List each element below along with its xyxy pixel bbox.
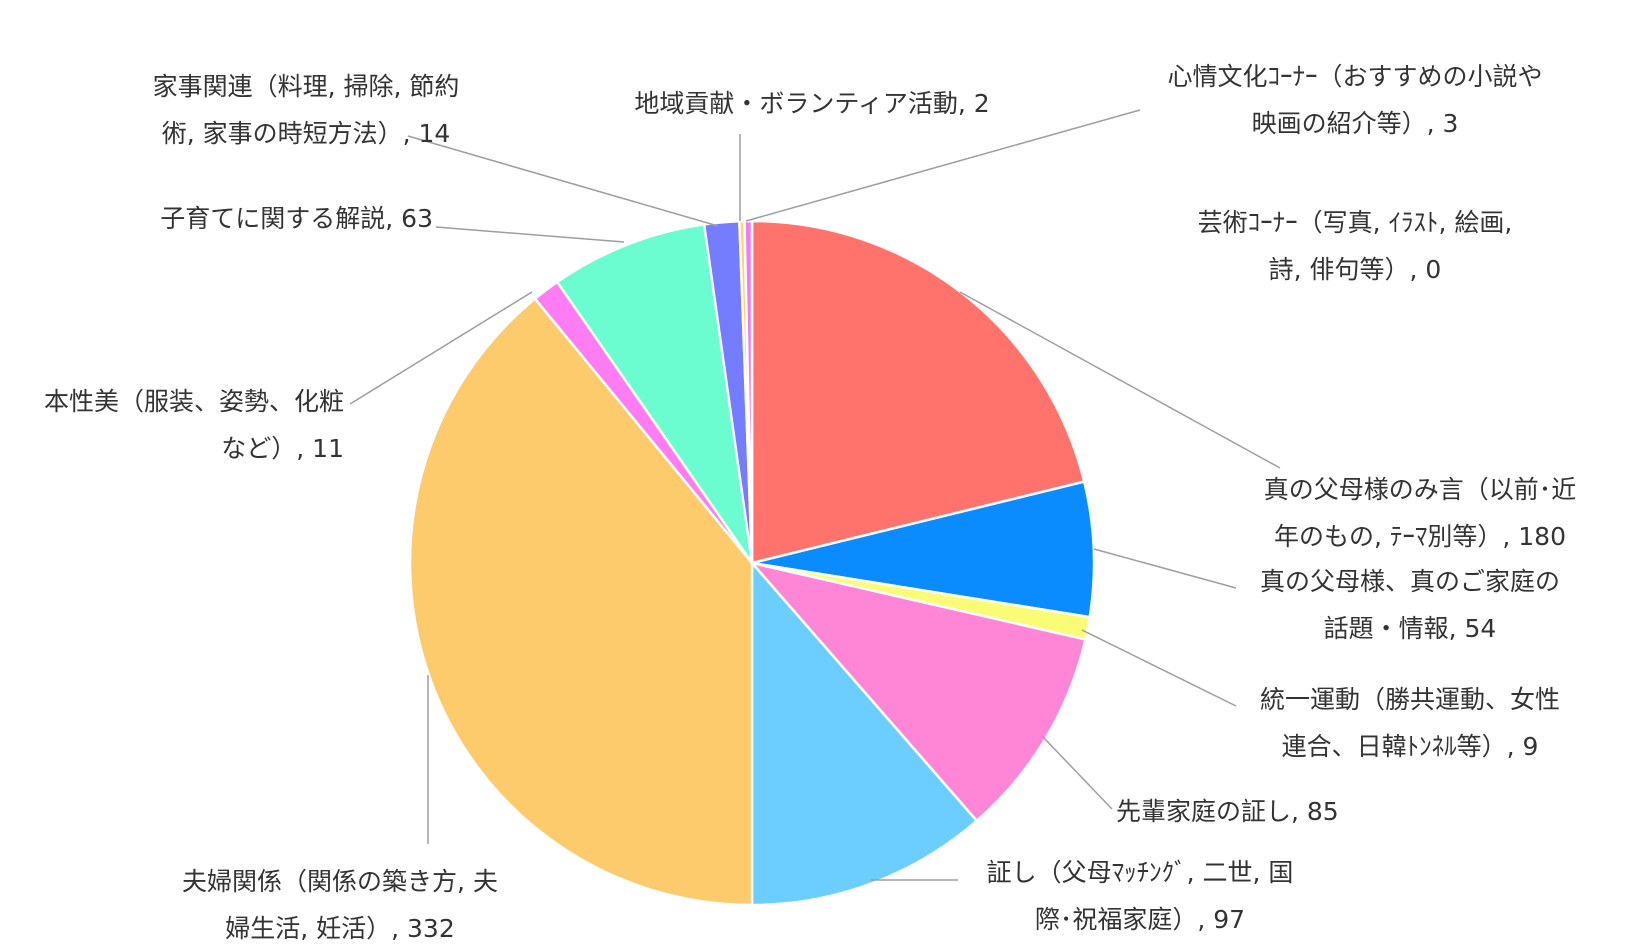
- slice-label-8: 家事関連（料理, 掃除, 節約 術, 家事の時短方法）, 14: [153, 63, 460, 157]
- slice-label-line2: 詩, 俳句等）, 0: [1268, 255, 1442, 284]
- leader-line-1: [1093, 548, 1237, 589]
- slice-label-6: 本性美（服装、姿勢、化粧など）, 11: [44, 378, 344, 472]
- slice-label-11: 芸術ｺｰﾅｰ（写真, ｲﾗｽﾄ, 絵画, 詩, 俳句等）, 0: [1198, 199, 1513, 293]
- leader-line-8: [407, 135, 719, 227]
- slice-label-0: 真の父母様のみ言（以前･近 年のもの, ﾃｰﾏ別等）, 180: [1264, 466, 1577, 560]
- slice-label-line1: 真の父母様のみ言（以前･近: [1263, 475, 1577, 504]
- slice-label-7: 子育てに関する解説, 63: [160, 195, 433, 242]
- slice-label-line2: 年のもの, ﾃｰﾏ別等）, 180: [1273, 522, 1567, 551]
- slice-label-line1: 証し（父母ﾏｯﾁﾝｸﾞ, 二世, 国: [986, 858, 1294, 887]
- pie-slice-7: [555, 222, 754, 564]
- slice-label-line2: 話題・情報, 54: [1323, 614, 1497, 643]
- slice-label-line2: など）, 11: [221, 434, 344, 463]
- leader-line-2: [1081, 629, 1237, 707]
- slice-label-line2: 映画の紹介等）, 3: [1251, 109, 1459, 138]
- pie-slice-5: [408, 296, 754, 907]
- slice-label-10: 心情文化ｺｰﾅｰ（おすすめの小説や 映画の紹介等）, 3: [1167, 53, 1542, 147]
- slice-label-line1: 夫婦関係（関係の築き方, 夫: [182, 867, 498, 896]
- leader-line-6: [349, 291, 533, 405]
- slice-label-line1: 家事関連（料理, 掃除, 節約: [152, 72, 460, 101]
- slice-label-line2: 連合、日韓ﾄﾝﾈﾙ等）, 9: [1281, 732, 1539, 761]
- slice-label-line1: 芸術ｺｰﾅｰ（写真, ｲﾗｽﾄ, 絵画,: [1197, 208, 1513, 237]
- pie-slice-1: [751, 480, 1096, 619]
- slice-label-line2: 婦生活, 妊活）, 332: [225, 914, 455, 943]
- leader-line-0: [959, 291, 1281, 469]
- slice-label-line1: 地域貢献・ボランティア活動, 2: [634, 89, 990, 118]
- slice-label-line2: 術, 家事の時短方法）, 14: [161, 119, 451, 148]
- slice-label-line1: 子育てに関する解説, 63: [160, 204, 433, 233]
- slice-label-line1: 本性美（服装、姿勢、化粧: [43, 387, 344, 416]
- slice-label-3: 先輩家庭の証し, 85: [1116, 788, 1339, 835]
- slice-label-9: 地域貢献・ボランティア活動, 2: [634, 80, 989, 127]
- leader-line-10: [745, 109, 1141, 222]
- slice-label-line1: 心情文化ｺｰﾅｰ（おすすめの小説や: [1167, 62, 1543, 91]
- leader-lines: [349, 109, 1281, 881]
- slice-label-4: 証し（父母ﾏｯﾁﾝｸﾞ, 二世, 国際･祝福家庭）, 97: [987, 849, 1294, 943]
- slice-label-1: 真の父母様、真のご家庭の 話題・情報, 54: [1260, 558, 1560, 652]
- pie-slices: [408, 219, 1096, 907]
- slice-label-5: 夫婦関係（関係の築き方, 夫婦生活, 妊活）, 332: [182, 858, 498, 952]
- slice-label-2: 統一運動（勝共運動、女性 連合、日韓ﾄﾝﾈﾙ等）, 9: [1260, 676, 1560, 770]
- pie-slice-4: [750, 559, 979, 907]
- leader-line-7: [435, 226, 625, 243]
- slice-label-line1: 先輩家庭の証し, 85: [1116, 797, 1339, 826]
- leader-line-3: [1042, 736, 1113, 810]
- slice-label-line2: 際･祝福家庭）, 97: [1034, 905, 1246, 934]
- slice-label-line1: 真の父母様、真のご家庭の: [1259, 567, 1561, 596]
- slice-label-line1: 統一運動（勝共運動、女性: [1259, 685, 1561, 714]
